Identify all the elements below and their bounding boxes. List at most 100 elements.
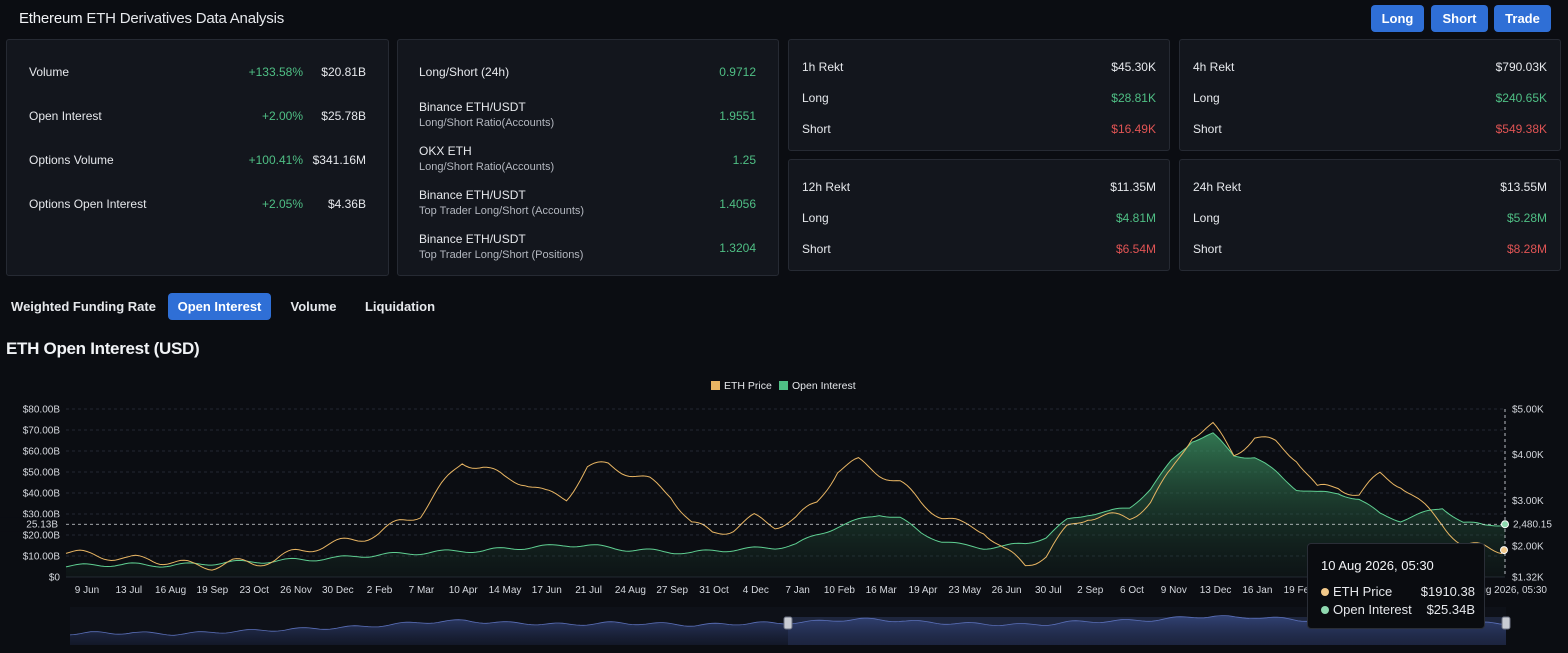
rekt-long-label: Long xyxy=(802,91,829,105)
x-tick-label: 24 Aug xyxy=(615,585,646,596)
legend-open-interest[interactable]: Open Interest xyxy=(792,380,856,392)
rekt-long-label: Long xyxy=(802,211,829,225)
summary-row-change: +2.05% xyxy=(261,197,303,211)
rekt-title: 12h Rekt xyxy=(802,180,851,194)
y-right-tick-label: $3.00K xyxy=(1512,496,1544,507)
legend-open-interest-swatch[interactable] xyxy=(779,381,788,390)
x-tick-label: 9 Nov xyxy=(1161,585,1187,596)
open-interest-dot-icon xyxy=(1321,606,1329,614)
tab-volume[interactable]: Volume xyxy=(290,299,337,314)
chart-title: ETH Open Interest (USD) xyxy=(6,339,200,358)
x-tick-label: 21 Jul xyxy=(575,585,602,596)
y-left-tick-label: $80.00B xyxy=(23,405,61,416)
rekt-title: 4h Rekt xyxy=(1193,60,1235,74)
crosshair-left-label-bg xyxy=(0,517,63,532)
x-tick-label: 19 Apr xyxy=(909,585,939,596)
summary-row-label: Options Volume xyxy=(29,153,114,167)
x-tick-label: 23 May xyxy=(948,585,981,596)
chart-legend: ETH Price Open Interest xyxy=(711,380,856,392)
tooltip-row-name: ETH Price xyxy=(1333,584,1393,599)
y-right-tick-label: $5.00K xyxy=(1512,405,1544,416)
open-interest-line xyxy=(65,432,1506,568)
x-tick-label: 14 May xyxy=(489,585,522,596)
trade-button[interactable]: Trade xyxy=(1494,5,1551,32)
x-tick-label: 7 Jan xyxy=(785,585,809,596)
long-short-row-sub: Top Trader Long/Short (Accounts) xyxy=(419,205,585,217)
rekt-title: 1h Rekt xyxy=(802,60,844,74)
navigator-left-handle[interactable] xyxy=(783,616,793,630)
long-short-row-sub: Long/Short Ratio(Accounts) xyxy=(419,117,555,129)
rekt-long-value: $240.65K xyxy=(1495,91,1547,105)
page-title-main: Ethereum xyxy=(19,10,83,27)
y-right-tick-label: $4.00K xyxy=(1512,450,1544,461)
rekt-long-label: Long xyxy=(1193,211,1220,225)
x-tick-label: 13 Dec xyxy=(1200,585,1232,596)
x-tick-label: 19 Feb xyxy=(1284,585,1316,596)
x-tick-label: 4 Dec xyxy=(743,585,769,596)
tab-liquidation[interactable]: Liquidation xyxy=(364,299,436,314)
y-right-tick-label: $1.32K xyxy=(1512,573,1544,584)
summary-row-label: Volume xyxy=(29,65,70,79)
crosshair-left-label: 25.13B xyxy=(26,520,58,531)
rekt-total: $13.55M xyxy=(1500,180,1547,194)
long-button[interactable]: Long xyxy=(1371,5,1424,32)
open-interest-marker xyxy=(1501,520,1509,529)
rekt-short-value: $16.49K xyxy=(1111,122,1156,136)
open-interest-area xyxy=(66,432,1505,577)
summary-row-value: $341.16M xyxy=(312,153,366,167)
tab-weighted-funding-rate[interactable]: Weighted Funding Rate xyxy=(11,299,156,314)
rekt-short-label: Short xyxy=(802,242,831,256)
x-tick-label: 13 Jul xyxy=(115,585,142,596)
short-button[interactable]: Short xyxy=(1431,5,1488,32)
y-left-tick-label: $70.00B xyxy=(23,426,61,437)
rekt-total: $790.03K xyxy=(1495,60,1547,74)
long-short-row-label: Binance ETH/USDT xyxy=(419,188,526,202)
rekt-card-1h: 1h Rekt $45.30K Long $28.81K Short $16.4… xyxy=(788,39,1170,151)
rekt-short-value: $6.54M xyxy=(1115,242,1156,256)
crosshair-right-label: 2,480.15 xyxy=(1513,520,1552,531)
eth-price-marker xyxy=(1500,546,1508,555)
long-short-row-value: 1.25 xyxy=(732,153,756,167)
summary-row-label: Options Open Interest xyxy=(29,197,147,211)
tooltip-row-open-interest: Open Interest $25.34B xyxy=(1321,602,1475,617)
x-tick-label: 27 Sep xyxy=(656,585,688,596)
rekt-card-12h: 12h Rekt $11.35M Long $4.81M Short $6.54… xyxy=(788,159,1170,271)
x-tick-label: 6 Oct xyxy=(1120,585,1144,596)
x-tick-label: 17 Jun xyxy=(532,585,562,596)
legend-eth-price-swatch[interactable] xyxy=(711,381,720,390)
long-short-row-label: Binance ETH/USDT xyxy=(419,100,526,114)
long-short-row-value: 1.3204 xyxy=(719,241,756,255)
rekt-long-label: Long xyxy=(1193,91,1220,105)
tooltip-row-eth-price: ETH Price $1910.38 xyxy=(1321,584,1475,599)
range-navigator[interactable] xyxy=(69,607,1511,645)
summary-card: Volume +133.58% $20.81B Open Interest +2… xyxy=(6,39,389,276)
long-short-row-value: 1.4056 xyxy=(719,197,756,211)
summary-row-value: $25.78B xyxy=(321,109,366,123)
tab-open-interest[interactable]: Open Interest xyxy=(168,293,271,320)
long-short-row-sub: Long/Short Ratio(Accounts) xyxy=(419,161,555,173)
y-axis-left: $0 $10.00B $20.00B $30.00B $40.00B $50.00B $60… xyxy=(23,405,61,584)
long-short-row-label: OKX ETH xyxy=(419,144,472,158)
x-tick-label: 2 Feb xyxy=(367,585,393,596)
y-left-tick-label: $20.00B xyxy=(23,531,61,542)
eth-price-dot-icon xyxy=(1321,588,1329,596)
long-short-title: Long/Short (24h) xyxy=(419,65,510,79)
summary-row-value: $4.36B xyxy=(327,197,366,211)
y-right-tick-label: $2.00K xyxy=(1512,541,1544,552)
x-axis: 9 Jun 13 Jul 16 Aug 19 Sep 23 Oct 26 Nov 30 De… xyxy=(75,585,1548,596)
tooltip-row-value: $25.34B xyxy=(1426,602,1475,617)
eth-price-line xyxy=(65,421,1506,571)
navigator-area xyxy=(70,615,1506,645)
rekt-long-value: $5.28M xyxy=(1506,211,1547,225)
tooltip-time: 10 Aug 2026, 05:30 xyxy=(1321,558,1434,573)
y-left-tick-label: $0 xyxy=(49,573,61,584)
x-tick-label: 10 Apr xyxy=(449,585,479,596)
legend-eth-price[interactable]: ETH Price xyxy=(724,380,772,392)
y-axis-right: $1.32K $2.00K $3.00K $4.00K $5.00K xyxy=(1512,405,1544,584)
page-title: Ethereum ETH Derivatives Data Analysis xyxy=(19,10,284,27)
rekt-title: 24h Rekt xyxy=(1193,180,1242,194)
rekt-total: $45.30K xyxy=(1111,60,1156,74)
navigator-right-handle[interactable] xyxy=(1501,616,1511,630)
x-tick-label: 23 Oct xyxy=(239,585,269,596)
x-tick-label: 10 Feb xyxy=(824,585,856,596)
